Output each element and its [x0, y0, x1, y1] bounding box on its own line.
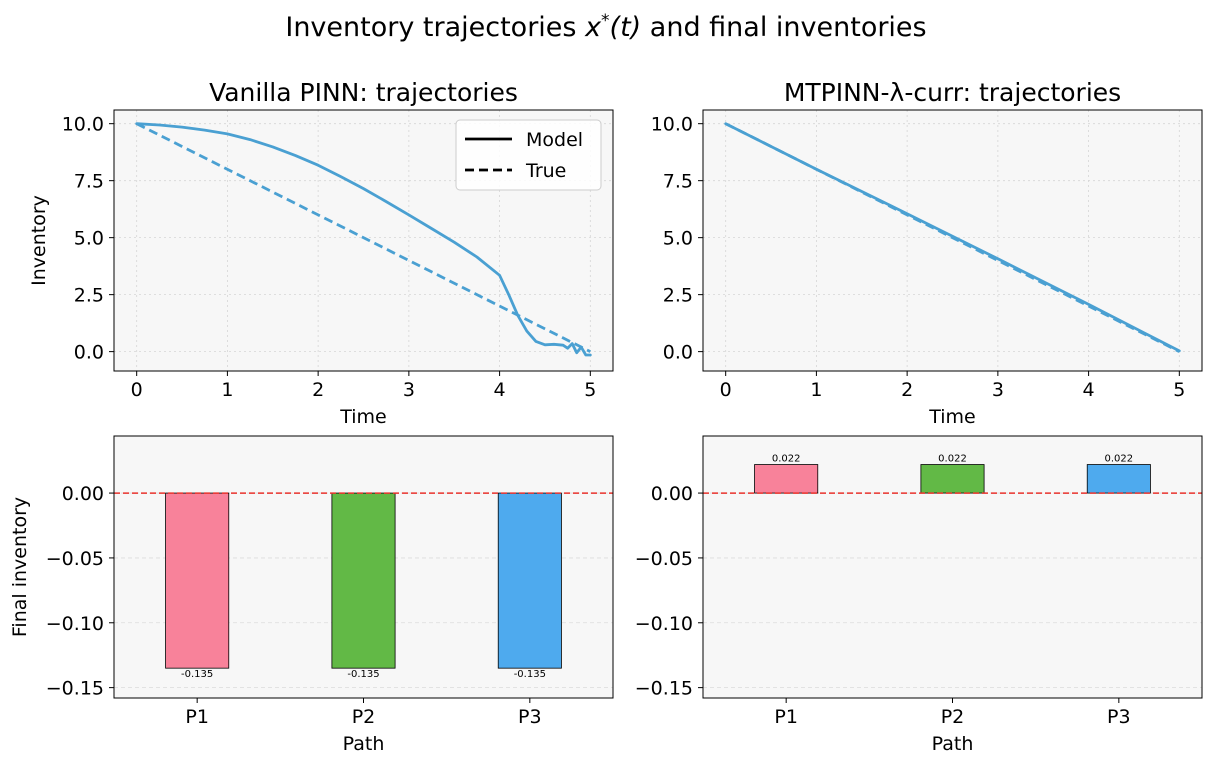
bar-value-label: 0.022	[938, 454, 967, 465]
bar-value-label: -0.135	[181, 669, 213, 680]
bar-value-label: -0.135	[514, 669, 546, 680]
bar-p1	[165, 492, 230, 669]
x-axis-label: Time	[339, 406, 387, 428]
y-tick-label: 0.0	[74, 342, 104, 364]
y-tick-label: 2.5	[74, 285, 104, 307]
y-axis-label: Inventory	[28, 195, 50, 286]
y-tick-label: 10.0	[651, 114, 693, 136]
y-axis-label: Final inventory	[9, 497, 31, 637]
y-tick-label: 5.0	[663, 228, 693, 250]
x-tick-label: P2	[352, 706, 376, 728]
x-tick-label: P1	[185, 706, 209, 728]
y-tick-label: 0.0	[663, 342, 693, 364]
x-tick-label: 4	[494, 379, 506, 401]
x-tick-label: P1	[774, 706, 798, 728]
final-inventory-panel-mtpinn: 0.022 0.022 0.022 P1 P2 P3 0.00 −0.05 −0.10 −0.15…	[635, 435, 1203, 755]
true-trajectory-line	[725, 122, 1180, 353]
x-axis-label: Path	[343, 733, 385, 755]
trajectory-panel-mtpinn: 0 1 2 3 4 5 0.0 2.5 5.0 7.5 10.0 MTPINN-λ-curr: tra…	[651, 78, 1203, 428]
bar-value-label: -0.135	[347, 669, 379, 680]
y-tick-label: 0.00	[62, 483, 104, 505]
y-tick-label: −0.10	[46, 613, 104, 635]
bar-p1	[754, 464, 819, 494]
x-tick-label: 1	[221, 379, 233, 401]
legend-label-true: True	[525, 160, 566, 182]
x-tick-label: 4	[1083, 379, 1095, 401]
x-tick-label: 2	[901, 379, 913, 401]
x-tick-label: P3	[1107, 706, 1131, 728]
x-tick-label: P3	[518, 706, 542, 728]
y-tick-label: 10.0	[62, 114, 104, 136]
bar-value-label: 0.022	[1105, 454, 1134, 465]
legend: Model True	[455, 119, 602, 191]
y-tick-label: 7.5	[74, 171, 104, 193]
x-tick-label: 5	[1173, 379, 1185, 401]
x-axis-label: Path	[932, 733, 974, 755]
x-tick-label: 2	[312, 379, 324, 401]
bar-p2	[920, 464, 985, 494]
y-tick-label: 5.0	[74, 228, 104, 250]
true-trajectory-line	[136, 122, 591, 353]
x-tick-label: P2	[941, 706, 965, 728]
figure-title: Inventory trajectories x*(t) and final i…	[285, 11, 926, 43]
bar-p3	[497, 492, 562, 669]
bar-value-label: 0.022	[772, 454, 801, 465]
x-tick-label: 1	[810, 379, 822, 401]
legend-label-model: Model	[526, 129, 583, 151]
y-tick-label: 2.5	[663, 285, 693, 307]
x-tick-label: 5	[584, 379, 596, 401]
x-tick-label: 3	[992, 379, 1004, 401]
panel-title: MTPINN-λ-curr: trajectories	[784, 78, 1121, 107]
x-tick-label: 0	[720, 379, 732, 401]
x-axis-label: Time	[928, 406, 976, 428]
y-tick-label: 0.00	[651, 483, 693, 505]
x-tick-label: 3	[403, 379, 415, 401]
plot-area-frame	[113, 109, 614, 372]
y-tick-label: 7.5	[663, 171, 693, 193]
model-trajectory-line	[135, 122, 592, 357]
y-tick-label: −0.05	[46, 548, 104, 570]
x-tick-label: 0	[131, 379, 143, 401]
bar-p2	[331, 492, 396, 669]
bar-p3	[1086, 464, 1151, 494]
final-inventory-panel-vanilla-pinn: -0.135 -0.135 -0.135 P1 P2 P3 0.00 −0.05 −0.10 −0…	[9, 435, 614, 755]
trajectory-panel-vanilla-pinn: 0 1 2 3 4 5 0.0 2.5 5.0 7.5 10.0 Vanilla PINN: traj…	[28, 78, 614, 428]
panel-title: Vanilla PINN: trajectories	[209, 78, 518, 107]
legend-box	[455, 119, 602, 191]
y-tick-label: −0.15	[635, 678, 693, 700]
y-tick-label: −0.10	[635, 613, 693, 635]
y-tick-label: −0.15	[46, 678, 104, 700]
y-tick-label: −0.05	[635, 548, 693, 570]
plot-area-frame	[702, 109, 1203, 372]
